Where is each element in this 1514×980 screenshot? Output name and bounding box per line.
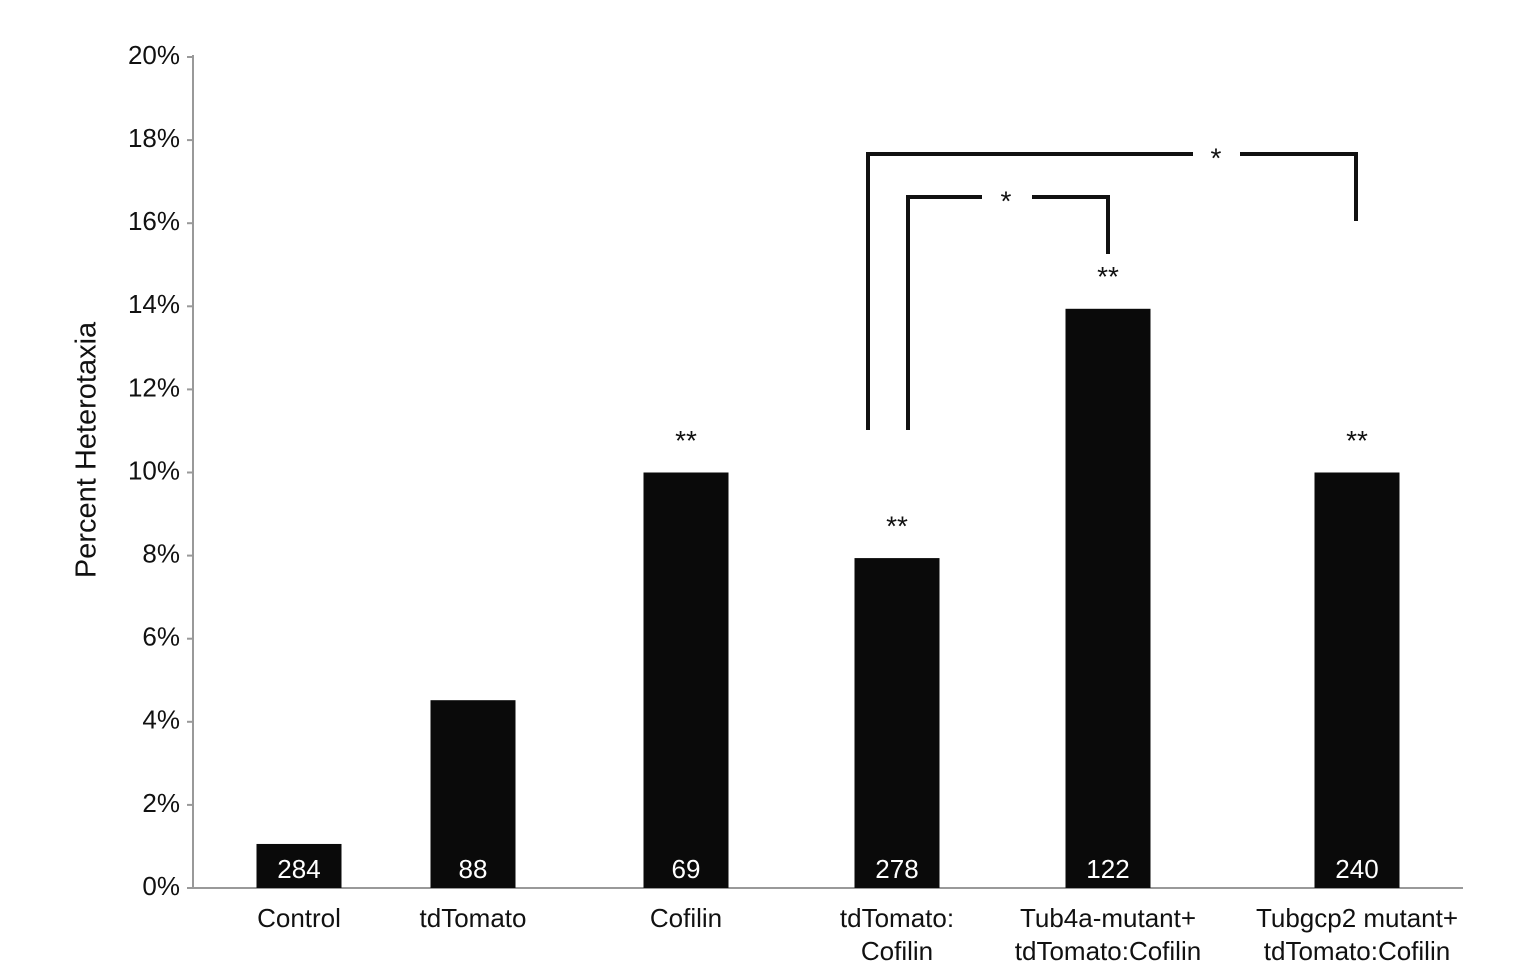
count-label: 88 (459, 854, 488, 884)
comparison-label: * (1001, 185, 1012, 216)
count-label: 122 (1086, 854, 1129, 884)
bar (430, 700, 516, 888)
significance-label: ** (886, 510, 908, 541)
x-tick-label: Tub4a-mutant+ tdTomato:Cofilin (1015, 903, 1201, 966)
count-label: 284 (277, 854, 320, 884)
y-tick-label: 12% (128, 372, 180, 402)
y-tick-label: 10% (128, 455, 180, 485)
y-tick-label: 2% (142, 788, 180, 818)
count-label: 69 (672, 854, 701, 884)
count-label: 278 (875, 854, 918, 884)
bar (854, 558, 940, 888)
y-tick-label: 8% (142, 538, 180, 568)
x-tick-label: Control (257, 903, 341, 933)
y-tick-label: 20% (128, 40, 180, 70)
y-tick-label: 4% (142, 705, 180, 735)
y-tick-label: 6% (142, 622, 180, 652)
y-tick-label: 0% (142, 871, 180, 901)
significance-label: ** (1097, 261, 1119, 292)
bar (1314, 472, 1400, 888)
comparison-label: * (1211, 142, 1222, 173)
x-tick-label: tdTomato (420, 903, 527, 933)
comparison-bracket (866, 152, 1358, 430)
comparison-bracket (906, 195, 1110, 430)
bar (643, 472, 729, 888)
y-tick-label: 16% (128, 206, 180, 236)
count-label: 240 (1335, 854, 1378, 884)
y-tick-label: 14% (128, 289, 180, 319)
y-axis-label: Percent Heterotaxia (71, 321, 103, 578)
significance-label: ** (675, 425, 697, 456)
x-tick-label: Cofilin (650, 903, 722, 933)
x-tick-label: tdTomato: Cofilin (840, 903, 954, 966)
bar (1065, 308, 1151, 889)
y-tick-label: 18% (128, 123, 180, 153)
bar (256, 843, 342, 888)
significance-label: ** (1346, 425, 1368, 456)
x-tick-label: Tubgcp2 mutant+ tdTomato:Cofilin (1256, 903, 1458, 966)
